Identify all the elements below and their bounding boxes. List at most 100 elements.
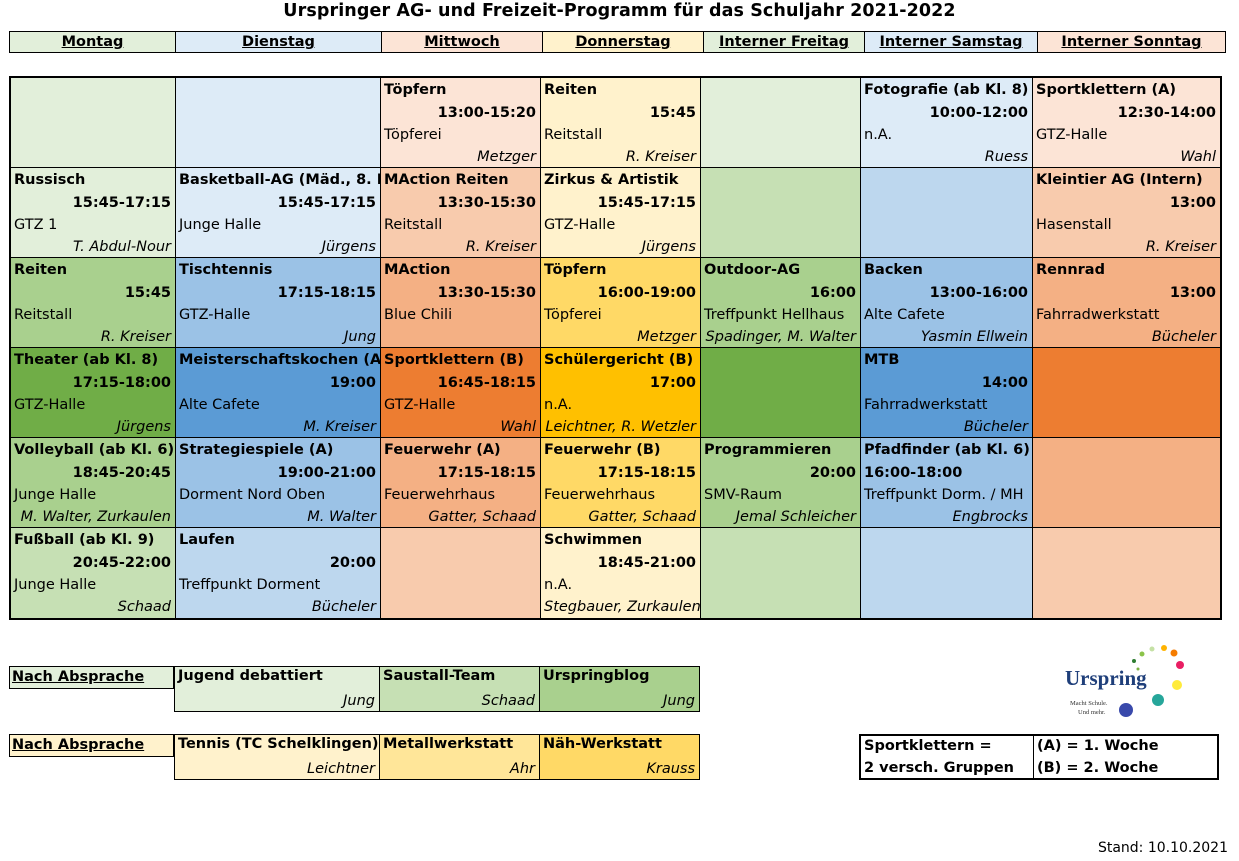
schedule-cell: Fotografie (ab Kl. 8) 10:00-12:00 n.A. Rues… [861, 78, 1033, 168]
activity-name: Reiten [14, 262, 68, 278]
activity-name: Russisch [14, 172, 86, 188]
logo-wordmark: Urspring [1065, 666, 1147, 690]
legend-week-a: (A) = 1. Woche [1037, 738, 1159, 754]
activity-person [1036, 416, 1216, 437]
activity-time: 14:00 [981, 375, 1028, 391]
activity-place: Fahrradwerkstatt [864, 397, 988, 413]
absprache-item-name: Näh-Werkstatt [543, 736, 662, 752]
day-header-6: Interner Samstag [865, 31, 1038, 53]
activity-person [384, 326, 536, 347]
activity-time [864, 192, 1028, 214]
activity-person: Jürgens [641, 239, 696, 255]
activity-person: Schaad [117, 599, 171, 615]
activity-place: Alte Cafete [179, 397, 260, 413]
schedule-cell: Meisterschaftskochen (A) 19:00 Alte Cafete… [176, 348, 381, 438]
activity-place [864, 574, 1028, 596]
absprache-item: Saustall-Team Schaad [379, 666, 540, 712]
activity-time: 13:00-16:00 [929, 285, 1028, 301]
activity-place: Junge Halle [14, 487, 97, 503]
schedule-cell [701, 168, 861, 258]
activity-time [384, 552, 536, 574]
activity-person [1036, 596, 1216, 618]
activity-name [704, 79, 856, 101]
schedule-cell: Sportklettern (B) 16:45-18:15 GTZ-Halle Wah… [381, 348, 541, 438]
activity-name: Sportklettern (B) [384, 352, 524, 368]
activity-name: Schwimmen [544, 532, 643, 548]
activity-time [1036, 462, 1216, 484]
activity-place [704, 574, 856, 596]
schedule-cell: Strategiespiele (A) 19:00-21:00 Dorment No… [176, 438, 381, 528]
activity-place [704, 394, 856, 416]
page-title: Urspringer AG- und Freizeit-Programm für… [283, 1, 956, 21]
activity-place: Treffpunkt Dorm. / MH [864, 487, 1024, 503]
activity-place: GTZ 1 [14, 217, 58, 233]
activity-person: R. Kreiser [465, 239, 536, 255]
schedule-cell: Russisch 15:45-17:15 GTZ 1 T. Abdul-Nour [11, 168, 176, 258]
activity-time: 16:00-18:00 [864, 465, 963, 481]
absprache-item-person: Jung [343, 693, 375, 709]
activity-name: Backen [864, 262, 923, 278]
schedule-cell [381, 528, 541, 618]
activity-name: Basketball-AG (Mäd., 8. Kl.) [179, 172, 380, 188]
schedule-cell [701, 78, 861, 168]
day-header-2: Dienstag [176, 31, 382, 53]
activity-name [864, 169, 1028, 191]
activity-time: 16:00-19:00 [597, 285, 696, 301]
activity-time: 17:15-18:00 [72, 375, 171, 391]
activity-place [1036, 484, 1216, 506]
activity-time: 17:00 [649, 375, 696, 391]
absprache-label-1: Nach Absprache [9, 666, 174, 689]
logo-tagline-2: Und mehr. [1078, 709, 1106, 716]
activity-person: T. Abdul-Nour [72, 239, 171, 255]
absprache-item-name: Urspringblog [543, 668, 650, 684]
schedule-cell: Schwimmen 18:45-21:00 n.A. Stegbauer, Zurka… [541, 528, 701, 618]
activity-person [864, 236, 1028, 257]
activity-time: 20:00 [809, 465, 856, 481]
schedule-cell [861, 528, 1033, 618]
activity-name [384, 529, 536, 551]
activity-place [179, 124, 376, 146]
activity-person [704, 146, 856, 167]
activity-place: Feuerwehrhaus [544, 487, 656, 503]
activity-time: 17:15-18:15 [277, 285, 376, 301]
activity-place: Hasenstall [1036, 217, 1112, 233]
activity-time: 15:45 [124, 285, 171, 301]
activity-place: Töpferei [544, 307, 602, 323]
activity-time: 16:45-18:15 [437, 375, 536, 391]
activity-time: 13:30-15:30 [437, 285, 536, 301]
activity-time: 17:15-18:15 [437, 465, 536, 481]
absprache-item-person: Jung [663, 693, 695, 709]
activity-person: Bücheler [1151, 329, 1216, 345]
schedule-cell: Feuerwehr (B) 17:15-18:15 Feuerwehrhaus Gat… [541, 438, 701, 528]
activity-place: Reitstall [384, 217, 443, 233]
activity-name: Feuerwehr (A) [384, 442, 501, 458]
absprache-item: Urspringblog Jung [539, 666, 700, 712]
activity-place: Fahrradwerkstatt [1036, 307, 1160, 323]
activity-person: Leichtner, R. Wetzler [545, 419, 696, 435]
activity-time [1036, 372, 1216, 394]
schedule-cell [861, 168, 1033, 258]
schedule-cell: Programmieren 20:00 SMV-Raum Jemal Schleich… [701, 438, 861, 528]
activity-person [14, 146, 171, 167]
activity-name [704, 169, 856, 191]
activity-time [864, 552, 1028, 574]
activity-name: Töpfern [544, 262, 607, 278]
schedule-cell [1033, 528, 1220, 618]
schedule-cell: MAction 13:30-15:30 Blue Chili [381, 258, 541, 348]
activity-person: R. Kreiser [625, 149, 696, 165]
schedule-cell: Volleyball (ab Kl. 6) 18:45-20:45 Junge Ha… [11, 438, 176, 528]
activity-name: Feuerwehr (B) [544, 442, 661, 458]
activity-person: Spadinger, M. Walter [705, 329, 856, 345]
activity-place: GTZ-Halle [14, 397, 86, 413]
activity-place [704, 124, 856, 146]
absprache-item: Tennis (TC Schelklingen) Leichtner [174, 734, 380, 780]
activity-name: Theater (ab Kl. 8) [14, 352, 159, 368]
absprache-item-person: Ahr [509, 761, 535, 777]
activity-place: Treffpunkt Hellhaus [704, 307, 845, 323]
activity-time: 15:45-17:15 [72, 195, 171, 211]
activity-name: Strategiespiele (A) [179, 442, 334, 458]
activity-place: Treffpunkt Dorment [179, 577, 321, 593]
logo-tagline-1: Macht Schule. [1070, 700, 1108, 707]
activity-name [1036, 529, 1216, 551]
activity-place: Junge Halle [179, 217, 262, 233]
